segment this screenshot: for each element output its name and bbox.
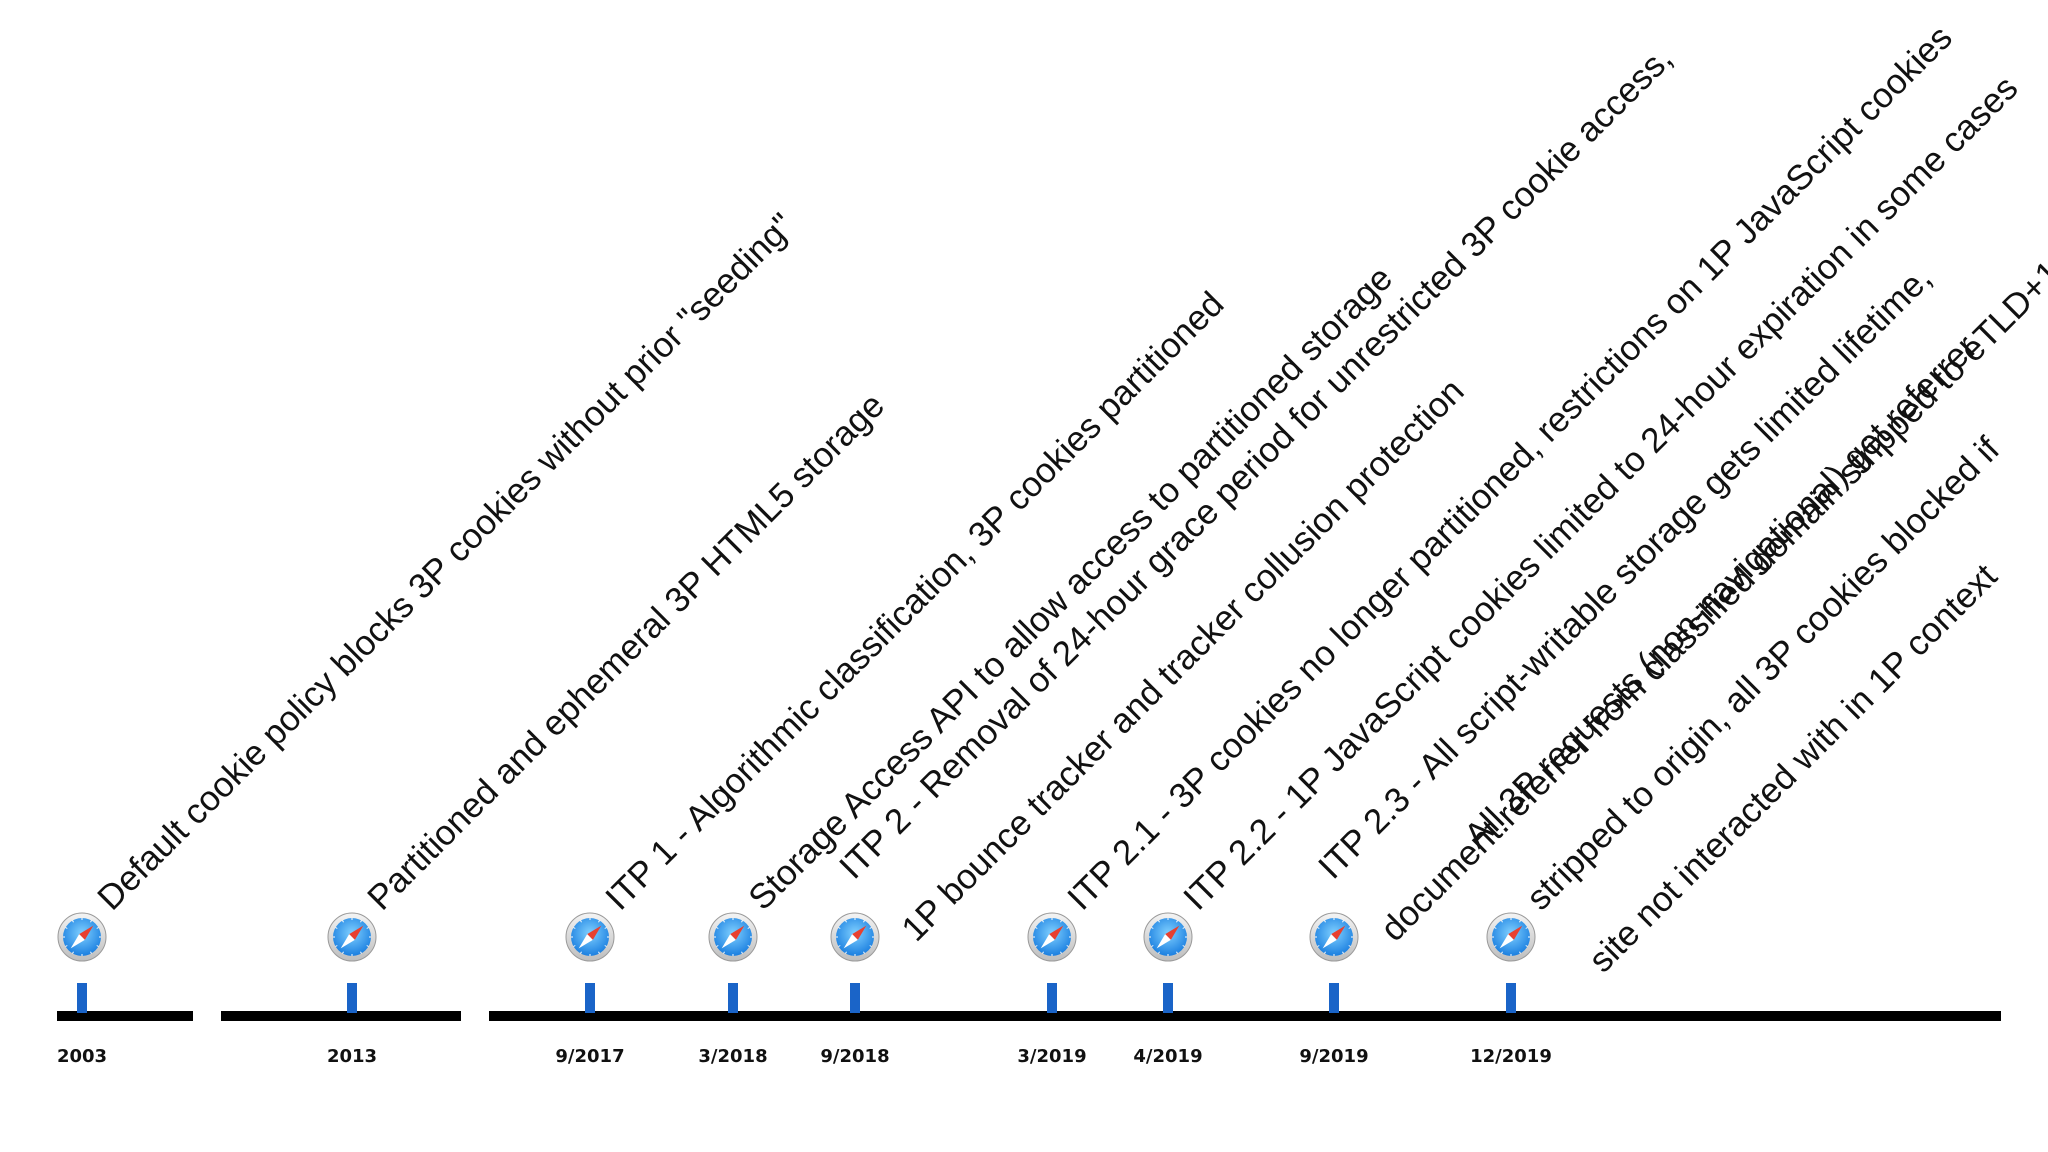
event-date: 2013: [327, 1046, 377, 1067]
event-date: 4/2019: [1133, 1046, 1202, 1067]
event-date: 9/2019: [1299, 1046, 1368, 1067]
event-tick: [347, 983, 357, 1013]
safari-compass-icon: [1309, 912, 1359, 962]
safari-compass-icon: [1486, 912, 1536, 962]
axis-segment: [221, 1011, 461, 1021]
event-date: 2003: [57, 1046, 107, 1067]
safari-compass-icon: [1143, 912, 1193, 962]
event-tick: [1047, 983, 1057, 1013]
event-label-line: All 3P requests (non-navigational) get r…: [1457, 327, 1985, 855]
event-tick: [1329, 983, 1339, 1013]
event-tick: [850, 983, 860, 1013]
event-date: 9/2017: [555, 1046, 624, 1067]
safari-compass-icon: [327, 912, 377, 962]
event-tick: [1506, 983, 1516, 1013]
event-date: 12/2019: [1470, 1046, 1552, 1067]
event-tick: [728, 983, 738, 1013]
event-date: 9/2018: [820, 1046, 889, 1067]
event-tick: [585, 983, 595, 1013]
timeline-axis: [57, 1011, 2001, 1021]
event-tick: [1163, 983, 1173, 1013]
event-label-line: ITP 2.2 - 1P JavaScript cookies limited …: [1176, 68, 2025, 917]
axis-segment: [489, 1011, 2001, 1021]
event-tick: [77, 983, 87, 1013]
safari-compass-icon: [565, 912, 615, 962]
event-date: 3/2019: [1017, 1046, 1086, 1067]
axis-segment: [57, 1011, 193, 1021]
safari-compass-icon: [830, 912, 880, 962]
event-date: 3/2018: [698, 1046, 767, 1067]
safari-compass-icon: [708, 912, 758, 962]
safari-compass-icon: [1027, 912, 1077, 962]
event-label: ITP 2.2 - 1P JavaScript cookies limited …: [1176, 68, 2025, 917]
safari-compass-icon: [57, 912, 107, 962]
